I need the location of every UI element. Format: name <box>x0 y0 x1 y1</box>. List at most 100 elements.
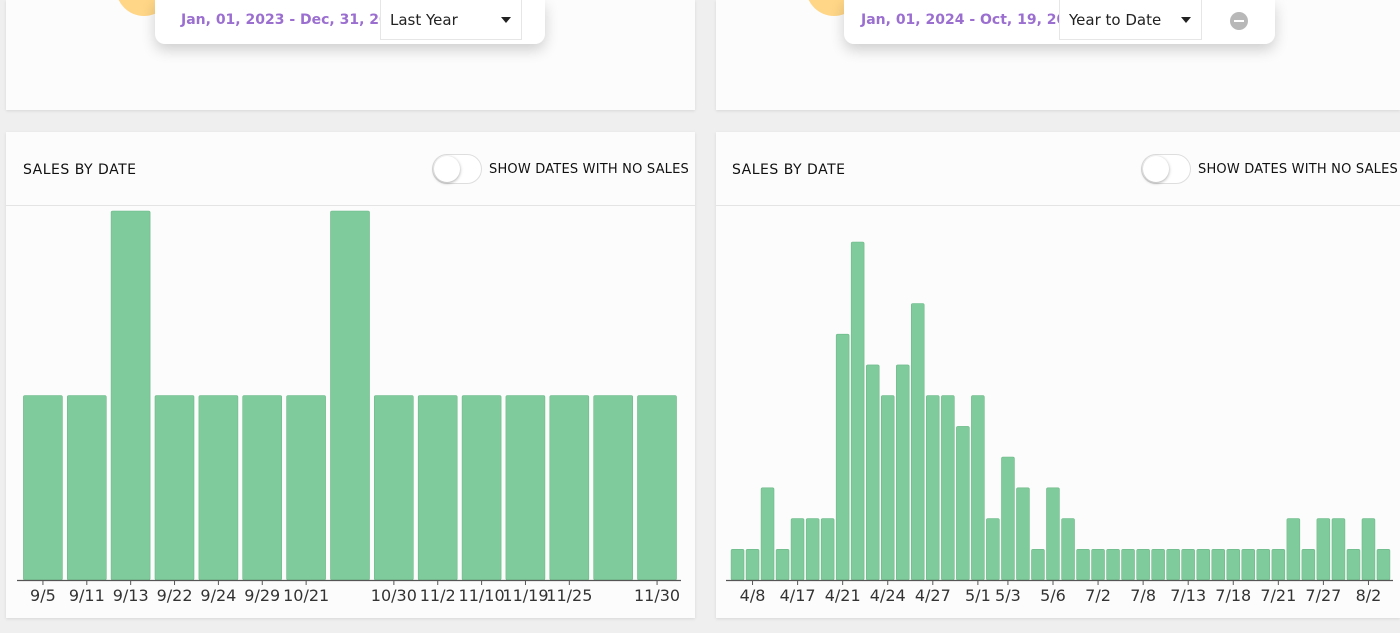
bar[interactable] <box>593 395 634 581</box>
bar[interactable] <box>286 395 326 581</box>
bar[interactable] <box>775 548 790 581</box>
date-range-bar-right: Jan, 01, 2024 - Oct, 19, 2024 Year to Da… <box>844 0 1275 44</box>
period-select[interactable]: Year to Date <box>1059 0 1202 40</box>
bar[interactable] <box>730 548 745 581</box>
bar[interactable] <box>505 395 546 581</box>
bar[interactable] <box>1016 487 1030 581</box>
minus-circle-icon[interactable] <box>1230 12 1248 30</box>
x-tick-label: 8/2 <box>1356 586 1382 605</box>
toggle-knob <box>1143 156 1169 182</box>
x-tick-label: 9/29 <box>244 586 280 605</box>
bar[interactable] <box>1271 548 1286 581</box>
bar[interactable] <box>850 241 865 581</box>
sales-by-date-panel-right: SALES BY DATE SHOW DATES WITH NO SALES 4… <box>716 132 1400 618</box>
sales-bar-chart-right: 4/8 4/17 4/21 4/24 4/27 5/1 5/3 5/6 7/2 7/8 7/13 7/… <box>726 241 1393 605</box>
bar[interactable] <box>66 395 107 581</box>
bar[interactable] <box>1376 548 1391 581</box>
summary-card-right: Jan, 01, 2024 - Oct, 19, 2024 Year to Da… <box>716 0 1400 110</box>
bar[interactable] <box>23 395 63 581</box>
bar[interactable] <box>1151 548 1165 581</box>
bar[interactable] <box>198 395 239 581</box>
x-tick-label: 7/2 <box>1085 586 1111 605</box>
bar[interactable] <box>1136 548 1150 581</box>
x-tick-label: 11/19 <box>502 586 548 605</box>
bar[interactable] <box>1256 548 1270 581</box>
bar[interactable] <box>896 364 910 581</box>
x-tick-label: 5/1 <box>965 586 991 605</box>
period-select[interactable]: Last Year <box>380 0 522 40</box>
bar[interactable] <box>1166 548 1180 581</box>
bar[interactable] <box>1196 548 1210 581</box>
bar[interactable] <box>1286 518 1301 581</box>
bar[interactable] <box>866 364 880 581</box>
bar[interactable] <box>790 518 805 581</box>
bar[interactable] <box>1106 548 1120 581</box>
bar[interactable] <box>911 303 925 581</box>
bar[interactable] <box>745 548 760 581</box>
show-no-sales-toggle[interactable] <box>432 154 482 184</box>
show-no-sales-toggle[interactable] <box>1141 154 1191 184</box>
bar[interactable] <box>1181 548 1195 581</box>
x-tick-label: 4/27 <box>915 586 951 605</box>
bar[interactable] <box>956 426 970 581</box>
x-tick-label: 5/6 <box>1040 586 1066 605</box>
bar[interactable] <box>1241 548 1255 581</box>
toggle-label: SHOW DATES WITH NO SALES <box>489 162 689 177</box>
x-tick-label: 9/11 <box>69 586 105 605</box>
x-tick-label: 11/30 <box>634 586 680 605</box>
bar[interactable] <box>986 518 1000 581</box>
bar[interactable] <box>1211 548 1225 581</box>
period-select-value: Year to Date <box>1069 11 1162 29</box>
bar[interactable] <box>154 395 195 581</box>
bar[interactable] <box>1001 456 1015 581</box>
bar[interactable] <box>1226 548 1240 581</box>
bar[interactable] <box>881 395 895 581</box>
panel-title: SALES BY DATE <box>23 162 137 178</box>
bar[interactable] <box>926 395 940 581</box>
x-tick-label: 11/10 <box>459 586 505 605</box>
bar[interactable] <box>835 333 850 581</box>
date-range-bar-left: Jan, 01, 2023 - Dec, 31, 2023 Last Year <box>155 0 545 44</box>
caret-down-icon <box>501 17 511 23</box>
x-tick-label: 9/22 <box>157 586 193 605</box>
bar[interactable] <box>1361 518 1376 581</box>
bar[interactable] <box>373 395 414 581</box>
bar[interactable] <box>1301 548 1316 581</box>
period-select-value: Last Year <box>390 11 458 29</box>
bar[interactable] <box>1331 518 1346 581</box>
bar[interactable] <box>1046 487 1060 581</box>
bar[interactable] <box>1076 548 1090 581</box>
bar[interactable] <box>110 210 151 581</box>
x-tick-label: 4/17 <box>780 586 816 605</box>
x-tick-label: 4/8 <box>740 586 766 605</box>
x-tick-label: 11/25 <box>546 586 592 605</box>
x-tick-label: 4/21 <box>825 586 861 605</box>
bar[interactable] <box>549 395 590 581</box>
bar[interactable] <box>1061 518 1075 581</box>
bar[interactable] <box>417 395 458 581</box>
bar[interactable] <box>805 518 820 581</box>
bar[interactable] <box>242 395 282 581</box>
x-tick-label: 9/24 <box>200 586 236 605</box>
x-tick-label: 9/5 <box>30 586 56 605</box>
x-tick-label: 9/13 <box>113 586 149 605</box>
bar[interactable] <box>637 395 677 581</box>
caret-down-icon <box>1181 17 1191 23</box>
panel-title: SALES BY DATE <box>732 162 846 178</box>
bar[interactable] <box>820 518 835 581</box>
bar[interactable] <box>941 395 955 581</box>
x-tick-label: 7/21 <box>1260 586 1296 605</box>
bar[interactable] <box>971 395 985 581</box>
bar[interactable] <box>1121 548 1135 581</box>
panel-divider <box>6 205 695 206</box>
bar[interactable] <box>461 395 502 581</box>
date-range-text: Jan, 01, 2024 - Oct, 19, 2024 <box>861 12 1086 28</box>
bar[interactable] <box>330 210 370 581</box>
bar[interactable] <box>1316 518 1331 581</box>
bar[interactable] <box>1031 548 1045 581</box>
toggle-label: SHOW DATES WITH NO SALES <box>1198 162 1398 177</box>
bar[interactable] <box>1091 548 1105 581</box>
bar[interactable] <box>1346 548 1361 581</box>
bar[interactable] <box>760 487 775 581</box>
x-tick-label: 11/2 <box>420 586 456 605</box>
